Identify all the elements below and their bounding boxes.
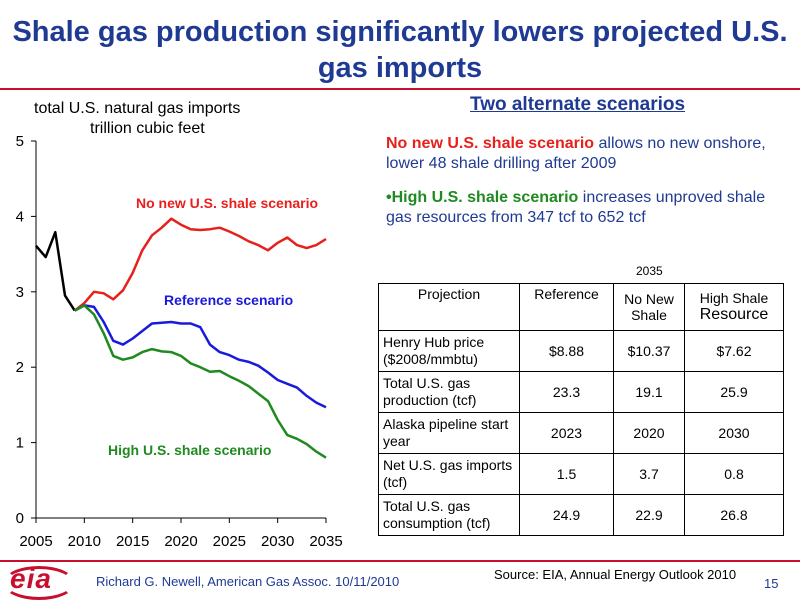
table-cell: 22.9 xyxy=(613,494,685,536)
eia-logo-ring xyxy=(3,566,75,600)
x-tick-label: 2015 xyxy=(116,533,149,550)
x-tick-label: 2035 xyxy=(309,533,342,550)
table-row-label: Total U.S. gas consumption (tcf) xyxy=(378,494,520,536)
footer-divider xyxy=(0,560,800,562)
scenarios-heading: Two alternate scenarios xyxy=(470,94,686,115)
table-cell: 3.7 xyxy=(613,453,685,495)
table-header-high-shale: High Shale Resource xyxy=(684,283,784,331)
chart-axes: 0 1 2 3 4 5 2005 2010 2015 2020 2025 2030 2035 xyxy=(16,133,343,550)
y-tick-label: 1 xyxy=(16,435,24,452)
scenario-bullet-1-highlight: No new U.S. shale scenario xyxy=(386,135,595,152)
projection-table: Projection Reference No New Shale High S… xyxy=(378,283,784,536)
y-tick-label: 0 xyxy=(16,510,24,527)
table-header-row: Projection Reference No New Shale High S… xyxy=(378,283,784,331)
y-tick-label: 3 xyxy=(16,284,24,301)
x-tick-label: 2025 xyxy=(213,533,246,550)
table-cell: 26.8 xyxy=(684,494,784,536)
series-line-0 xyxy=(35,230,76,312)
table-cell: 0.8 xyxy=(684,453,784,495)
series-label-no-new-shale: No new U.S. shale scenario xyxy=(136,195,318,211)
scenario-bullet-1-text: allows no new onshore, lower 48 shale dr… xyxy=(386,135,766,172)
table-cell: 19.1 xyxy=(613,371,685,413)
y-tick-label: 2 xyxy=(16,359,24,376)
scenario-bullet-1: No new U.S. shale scenario allows no new… xyxy=(386,134,786,174)
x-tick-label: 2005 xyxy=(19,533,52,550)
table-header-high-shale-line2: Resource xyxy=(699,306,769,323)
series-label-reference: Reference scenario xyxy=(164,292,293,308)
chart-series xyxy=(35,217,327,459)
table-header-high-shale-line1: High Shale xyxy=(699,290,769,306)
table-cell: 2030 xyxy=(684,412,784,454)
table-header-no-new-shale: No New Shale xyxy=(613,283,685,331)
y-tick-label: 4 xyxy=(16,208,24,225)
x-tick-label: 2030 xyxy=(261,533,294,550)
imports-line-chart: 0 1 2 3 4 5 2005 2010 2015 2020 2025 2030 2035 No ne… xyxy=(16,133,343,550)
table-cell: 2023 xyxy=(519,412,614,454)
slide-title-line2: gas imports xyxy=(317,52,483,84)
scenario-bullet-2-highlight: •High U.S. shale scenario xyxy=(386,189,579,206)
table-header-reference: Reference xyxy=(519,283,614,331)
table-cell: $7.62 xyxy=(684,330,784,372)
table-cell: 1.5 xyxy=(519,453,614,495)
table-row: Total U.S. gas consumption (tcf) 24.9 22… xyxy=(378,494,784,536)
table-row-label: Henry Hub price ($2008/mmbtu) xyxy=(378,330,520,372)
table-row: Henry Hub price ($2008/mmbtu) $8.88 $10.… xyxy=(378,330,784,372)
table-row-label: Alaska pipeline start year xyxy=(378,412,520,454)
table-cell: 24.9 xyxy=(519,494,614,536)
table-year-label: 2035 xyxy=(636,264,663,278)
footer-source: Source: EIA, Annual Energy Outlook 2010 xyxy=(494,567,737,582)
table-cell: $10.37 xyxy=(613,330,685,372)
series-line-2 xyxy=(74,304,327,409)
scenario-bullet-2: •High U.S. shale scenario increases unpr… xyxy=(386,188,786,228)
scenario-bullet-2-text: increases unproved shale gas resources f… xyxy=(386,189,766,226)
page-number: 15 xyxy=(764,576,779,591)
table-cell: $8.88 xyxy=(519,330,614,372)
footer-author: Richard G. Newell, American Gas Assoc. 1… xyxy=(96,574,400,589)
table-row-label: Total U.S. gas production (tcf) xyxy=(378,371,520,413)
y-tick-label: 5 xyxy=(16,133,24,150)
slide-title: Shale gas production significantly lower… xyxy=(0,14,800,86)
x-tick-label: 2010 xyxy=(68,533,101,550)
table-cell: 2020 xyxy=(613,412,685,454)
table-cell: 23.3 xyxy=(519,371,614,413)
eia-logo: eia xyxy=(10,563,52,594)
x-tick-label: 2020 xyxy=(164,533,197,550)
table-cell: 25.9 xyxy=(684,371,784,413)
title-divider xyxy=(0,88,800,90)
table-header-projection: Projection xyxy=(378,283,520,331)
slide-title-line1: Shale gas production significantly lower… xyxy=(12,16,788,48)
chart-title: total U.S. natural gas imports xyxy=(34,100,241,117)
series-label-high-shale: High U.S. shale scenario xyxy=(108,442,271,458)
table-row-label: Net U.S. gas imports (tcf) xyxy=(378,453,520,495)
table-row: Alaska pipeline start year 2023 2020 203… xyxy=(378,412,784,454)
table-row: Total U.S. gas production (tcf) 23.3 19.… xyxy=(378,371,784,413)
chart-subtitle: trillion cubic feet xyxy=(90,120,205,137)
series-line-1 xyxy=(73,217,327,312)
series-line-3 xyxy=(74,304,327,459)
table-row: Net U.S. gas imports (tcf) 1.5 3.7 0.8 xyxy=(378,453,784,495)
